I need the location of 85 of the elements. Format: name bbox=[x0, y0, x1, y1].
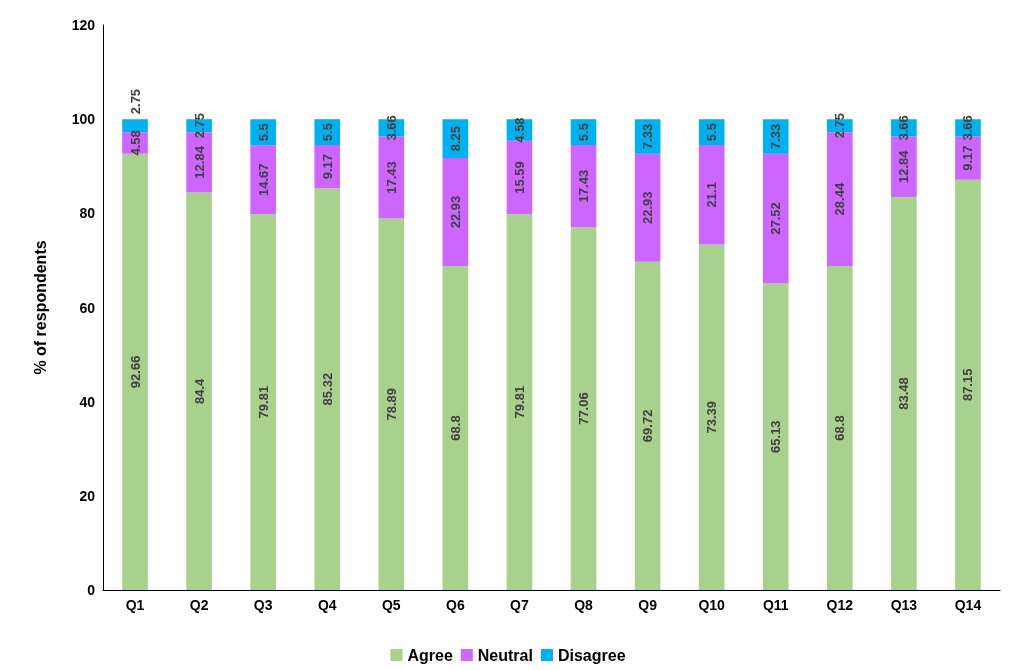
data-label: 5.5 bbox=[319, 123, 335, 142]
x-tick-label: Q9 bbox=[638, 597, 658, 613]
bar bbox=[634, 261, 661, 590]
data-label: 69.72 bbox=[640, 409, 656, 443]
x-tick-label: Q2 bbox=[189, 597, 209, 613]
x-tick-label: Q7 bbox=[510, 597, 530, 613]
bar bbox=[442, 266, 469, 590]
data-label: 28.44 bbox=[832, 182, 848, 216]
y-axis-title: % of respondents bbox=[31, 240, 49, 375]
data-label: 68.8 bbox=[447, 415, 463, 441]
data-label: 22.93 bbox=[447, 195, 463, 229]
data-label: 77.06 bbox=[576, 392, 592, 425]
bar bbox=[506, 214, 533, 590]
data-label: 79.81 bbox=[511, 385, 527, 419]
x-tick-label: Q1 bbox=[125, 597, 145, 613]
legend-label: Neutral bbox=[477, 646, 533, 664]
bar bbox=[314, 188, 341, 590]
legend-label: Disagree bbox=[557, 646, 626, 664]
x-tick-label: Q6 bbox=[446, 597, 465, 613]
bar bbox=[186, 192, 212, 590]
data-label: 5.5 bbox=[704, 123, 720, 142]
data-label: 12.84 bbox=[191, 145, 207, 179]
bar bbox=[698, 145, 725, 245]
data-label: 12.84 bbox=[896, 149, 912, 183]
bar bbox=[762, 153, 789, 284]
data-label: 21.1 bbox=[704, 182, 720, 208]
legend-label: Agree bbox=[407, 646, 453, 664]
x-tick-label: Q13 bbox=[890, 597, 918, 613]
data-label: 5.5 bbox=[576, 123, 592, 142]
bar bbox=[634, 153, 661, 262]
y-tick-label: 80 bbox=[79, 205, 96, 222]
bar bbox=[570, 227, 597, 590]
y-tick-label: 100 bbox=[71, 111, 96, 128]
data-label: 3.66 bbox=[896, 115, 912, 141]
data-label: 9.17 bbox=[319, 154, 335, 180]
bar bbox=[762, 283, 789, 590]
x-tick-label: Q12 bbox=[826, 597, 854, 613]
data-label: 83.48 bbox=[896, 377, 912, 410]
data-label: 9.17 bbox=[960, 145, 976, 171]
data-label: 8.25 bbox=[447, 126, 463, 152]
data-label: 3.66 bbox=[960, 115, 976, 141]
x-tick-label: Q4 bbox=[317, 597, 337, 613]
y-tick-label: 20 bbox=[79, 487, 96, 504]
y-tick-label: 120 bbox=[71, 17, 96, 33]
bar bbox=[955, 179, 981, 590]
data-label: 85.32 bbox=[319, 372, 335, 406]
x-tick-label: Q11 bbox=[762, 597, 789, 613]
data-label: 4.58 bbox=[511, 117, 527, 143]
x-tick-label: Q8 bbox=[574, 597, 594, 613]
x-tick-label: Q5 bbox=[381, 597, 401, 613]
data-label: 78.89 bbox=[383, 388, 399, 421]
x-tick-label: Q10 bbox=[698, 597, 726, 613]
data-label: 65.13 bbox=[768, 420, 784, 453]
bar bbox=[698, 244, 725, 590]
data-label: 68.8 bbox=[832, 415, 848, 441]
data-label: 4.58 bbox=[127, 130, 143, 156]
data-label: 17.43 bbox=[383, 161, 399, 194]
data-label: 87.15 bbox=[960, 368, 976, 402]
bar bbox=[891, 196, 917, 590]
data-label: 79.81 bbox=[255, 385, 271, 419]
bar bbox=[442, 158, 469, 267]
data-label: 14.67 bbox=[255, 163, 271, 196]
bar bbox=[250, 145, 276, 215]
data-label: 2.75 bbox=[191, 113, 207, 139]
bar bbox=[250, 214, 276, 590]
y-tick-label: 40 bbox=[79, 393, 96, 410]
data-label: 15.59 bbox=[511, 161, 527, 194]
data-label: 22.93 bbox=[640, 191, 656, 225]
data-label: 27.52 bbox=[768, 202, 784, 235]
bar bbox=[378, 218, 405, 590]
bar bbox=[827, 266, 853, 590]
data-label: 17.43 bbox=[576, 169, 592, 203]
x-tick-label: Q14 bbox=[954, 597, 982, 613]
data-label: 5.5 bbox=[255, 123, 271, 142]
data-label: 2.75 bbox=[832, 113, 848, 139]
data-label: 7.33 bbox=[640, 123, 656, 150]
data-label: 73.39 bbox=[704, 400, 720, 434]
data-label: 3.66 bbox=[383, 115, 399, 141]
data-label: 7.33 bbox=[768, 123, 784, 150]
data-label: 84.4 bbox=[191, 377, 207, 404]
y-tick-label: 0 bbox=[87, 582, 96, 598]
x-tick-label: Q3 bbox=[253, 597, 273, 613]
data-label: 2.75 bbox=[127, 88, 143, 115]
y-tick-label: 60 bbox=[79, 299, 96, 316]
data-label: 92.66 bbox=[127, 355, 143, 389]
